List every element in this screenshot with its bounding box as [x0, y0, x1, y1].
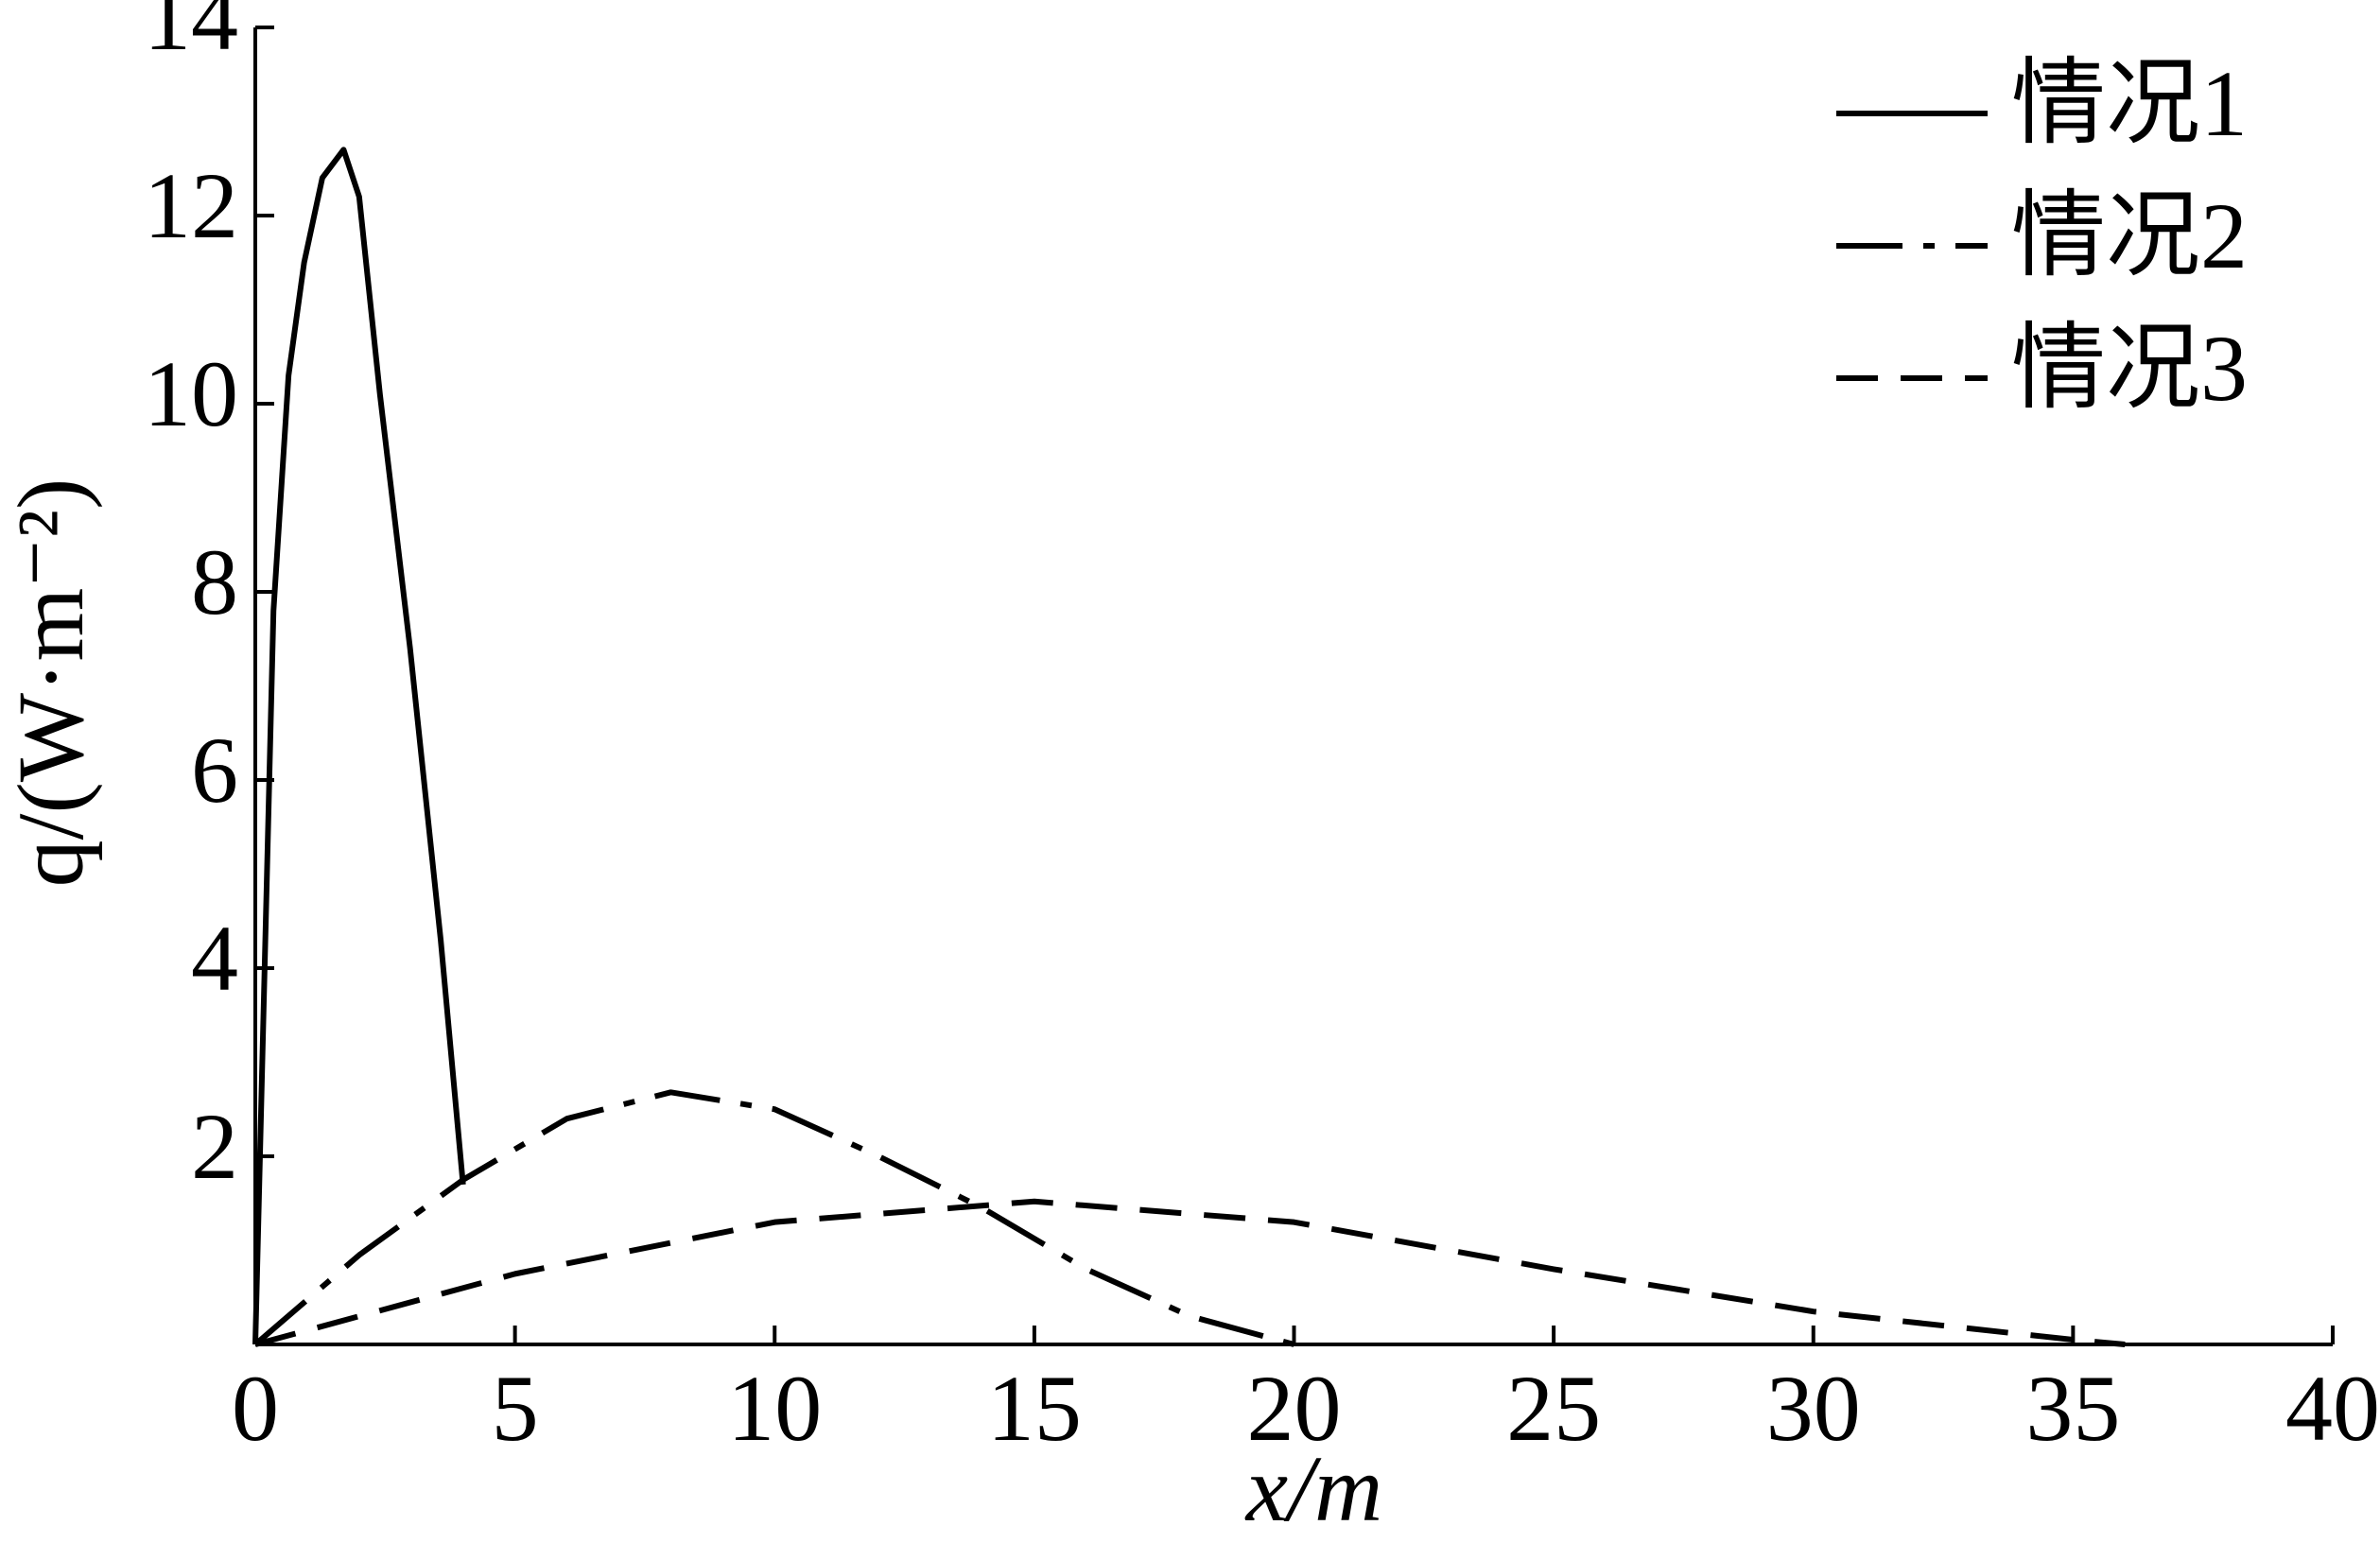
y-tick-label: 12: [144, 153, 238, 258]
x-tick-label: 25: [1506, 1356, 1601, 1461]
line-series: [254, 1198, 2126, 1347]
legend-label: 情况1: [2011, 51, 2248, 156]
y-tick-label: 10: [144, 341, 238, 446]
line-series: [253, 1089, 1295, 1347]
y-tick-label: 6: [191, 718, 238, 823]
x-tick-label: 40: [2285, 1356, 2380, 1461]
y-tick-label: 8: [191, 529, 238, 634]
x-tick-label: 0: [232, 1356, 279, 1461]
x-tick-label: 15: [987, 1356, 1082, 1461]
x-tick-label: 20: [1247, 1356, 1342, 1461]
x-tick-label: 30: [1766, 1356, 1861, 1461]
y-tick-label: 14: [144, 0, 238, 70]
legend-label: 情况3: [2011, 316, 2248, 421]
line-series: [252, 147, 466, 1345]
x-tick-label: 10: [727, 1356, 822, 1461]
y-tick-label: 4: [191, 906, 238, 1011]
x-axis-label: x/m: [1244, 1436, 1382, 1541]
y-axis-label: q/(W·m⁻²): [0, 478, 103, 888]
y-tick-label: 2: [191, 1094, 238, 1199]
legend-label: 情况2: [2011, 183, 2248, 288]
x-tick-label: 35: [2025, 1356, 2120, 1461]
x-tick-label: 5: [492, 1356, 539, 1461]
